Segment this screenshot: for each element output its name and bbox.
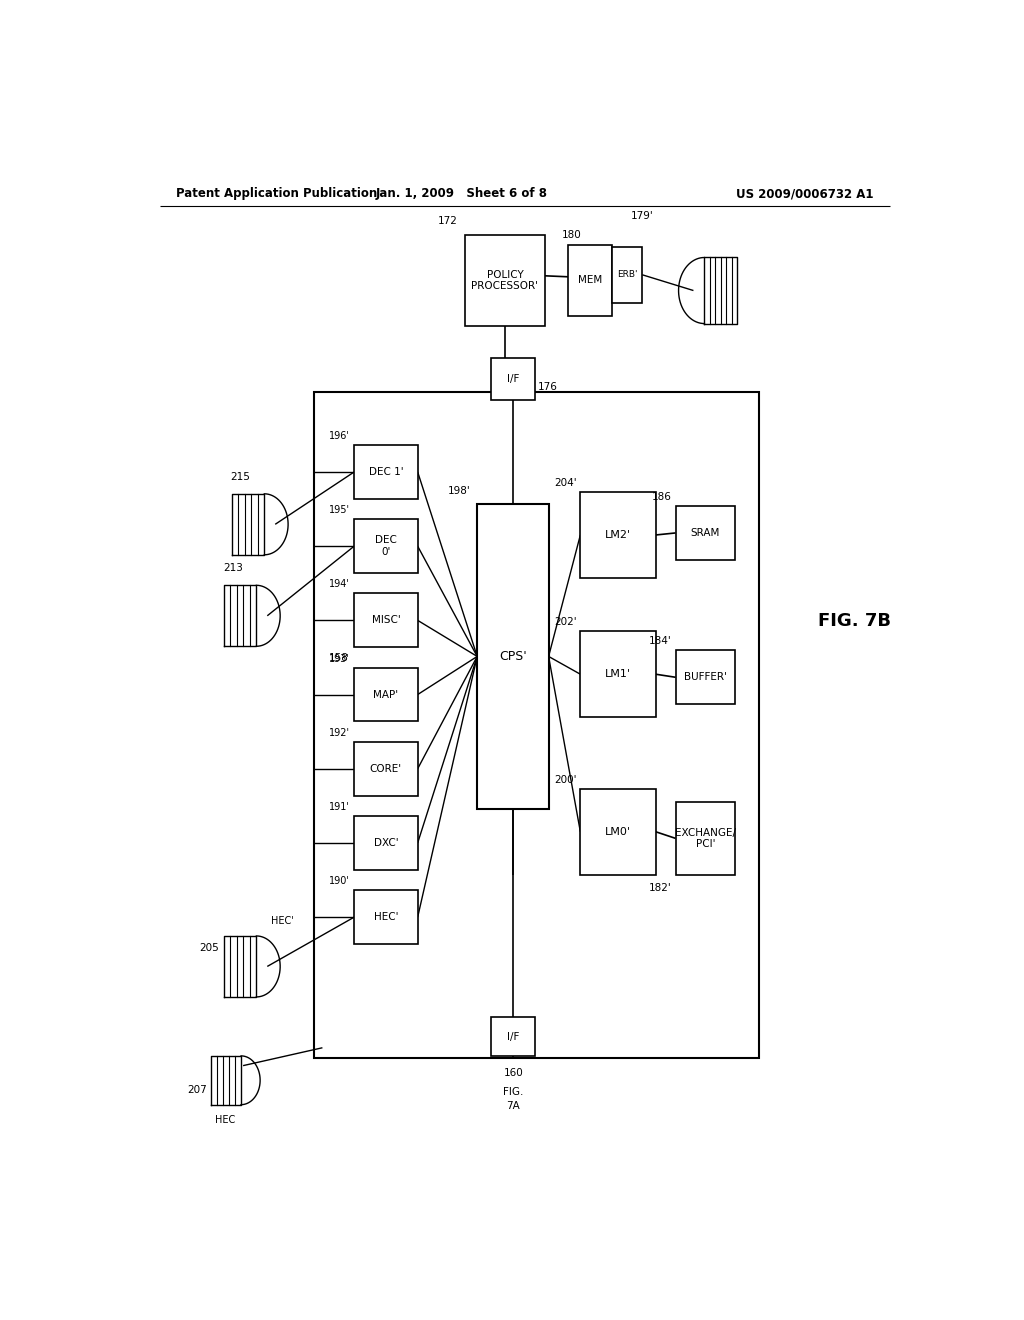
Bar xyxy=(612,247,642,302)
Text: 172: 172 xyxy=(437,216,458,227)
Text: 191': 191' xyxy=(330,803,350,812)
Text: 196': 196' xyxy=(330,430,350,441)
Bar xyxy=(314,392,759,1057)
Polygon shape xyxy=(264,494,288,554)
Text: MISC': MISC' xyxy=(372,615,400,626)
Text: ERB': ERB' xyxy=(616,271,637,280)
Polygon shape xyxy=(241,1056,260,1105)
Text: SRAM: SRAM xyxy=(690,528,720,539)
Text: HEC': HEC' xyxy=(374,912,398,923)
Polygon shape xyxy=(256,585,281,647)
Text: 184': 184' xyxy=(649,636,672,647)
Bar xyxy=(465,235,545,326)
Bar xyxy=(676,651,735,704)
Text: US 2009/0006732 A1: US 2009/0006732 A1 xyxy=(736,187,873,201)
Bar xyxy=(354,594,418,647)
Bar xyxy=(354,742,418,796)
Bar xyxy=(354,445,418,499)
Text: 198': 198' xyxy=(449,486,471,496)
Text: LM0': LM0' xyxy=(605,826,631,837)
Text: FIG. 7B: FIG. 7B xyxy=(817,612,891,630)
Text: 158: 158 xyxy=(329,653,348,664)
Text: HEC: HEC xyxy=(215,1115,236,1125)
Text: FIG.: FIG. xyxy=(503,1088,523,1097)
Text: CORE': CORE' xyxy=(370,764,402,774)
Bar xyxy=(676,506,735,560)
Bar xyxy=(492,1018,536,1056)
Text: LM1': LM1' xyxy=(605,669,631,680)
Text: DXC': DXC' xyxy=(374,838,398,847)
Bar xyxy=(676,801,735,875)
Text: Patent Application Publication: Patent Application Publication xyxy=(176,187,377,201)
Text: I/F: I/F xyxy=(507,374,519,384)
Text: 215: 215 xyxy=(230,471,250,482)
Text: 205: 205 xyxy=(200,944,219,953)
Polygon shape xyxy=(256,936,281,997)
Text: 200': 200' xyxy=(554,775,577,784)
Text: LM2': LM2' xyxy=(605,529,631,540)
Text: 194': 194' xyxy=(330,579,350,589)
Polygon shape xyxy=(679,257,705,323)
Text: 179': 179' xyxy=(631,211,654,222)
Text: DEC
0': DEC 0' xyxy=(375,536,397,557)
Text: 213: 213 xyxy=(223,564,244,573)
Text: 190': 190' xyxy=(330,876,350,886)
Text: 186: 186 xyxy=(651,492,672,502)
Polygon shape xyxy=(223,936,256,997)
Text: POLICY
PROCESSOR': POLICY PROCESSOR' xyxy=(471,269,539,292)
Text: 182': 182' xyxy=(649,883,672,894)
Polygon shape xyxy=(231,494,264,554)
Text: BUFFER': BUFFER' xyxy=(684,672,727,682)
Polygon shape xyxy=(705,257,737,323)
Bar xyxy=(581,492,655,578)
Text: HEC': HEC' xyxy=(271,916,294,925)
Text: 204': 204' xyxy=(554,478,577,487)
Text: 180: 180 xyxy=(562,230,582,240)
Bar xyxy=(581,631,655,718)
Text: MAP': MAP' xyxy=(374,689,398,700)
Text: Jan. 1, 2009   Sheet 6 of 8: Jan. 1, 2009 Sheet 6 of 8 xyxy=(376,187,547,201)
Bar xyxy=(354,668,418,722)
Polygon shape xyxy=(223,585,256,647)
Text: 202': 202' xyxy=(554,616,577,627)
Text: 192': 192' xyxy=(329,727,350,738)
Text: EXCHANGE/
PCI': EXCHANGE/ PCI' xyxy=(675,828,736,849)
Text: 160: 160 xyxy=(504,1068,523,1078)
Bar xyxy=(492,358,536,400)
Bar xyxy=(581,788,655,875)
Polygon shape xyxy=(211,1056,241,1105)
Bar xyxy=(354,519,418,573)
Text: 7A: 7A xyxy=(506,1101,520,1110)
Text: 195': 195' xyxy=(329,506,350,515)
Text: DEC 1': DEC 1' xyxy=(369,467,403,477)
Bar xyxy=(354,890,418,944)
Text: 176: 176 xyxy=(538,383,557,392)
Text: MEM: MEM xyxy=(579,276,602,285)
Bar xyxy=(568,244,612,315)
Text: CPS': CPS' xyxy=(499,649,526,663)
Text: 193': 193' xyxy=(330,653,350,664)
Text: I/F: I/F xyxy=(507,1031,519,1041)
Bar xyxy=(354,816,418,870)
Bar xyxy=(477,504,549,809)
Text: 207: 207 xyxy=(187,1085,207,1096)
